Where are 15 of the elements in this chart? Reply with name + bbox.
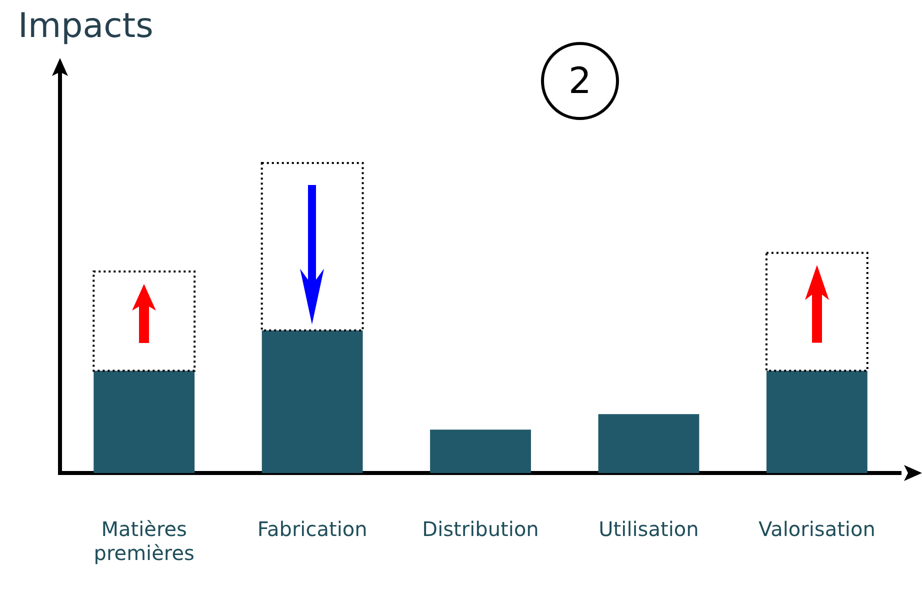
bar [430,430,531,473]
x-tick-label: Matières premières [94,517,194,566]
x-tick-label: Distribution [422,517,539,542]
bar [262,330,363,473]
x-tick-label: Fabrication [257,517,368,542]
bar [260,162,364,332]
bar [765,252,868,372]
bar [92,270,196,372]
x-tick-label: Utilisation [598,517,699,542]
bar [598,414,700,473]
y-axis-title: Impacts [18,6,154,46]
bar [766,370,868,473]
x-tick-label: Valorisation [758,517,876,542]
text: 2 [541,42,619,120]
bar [94,370,195,473]
